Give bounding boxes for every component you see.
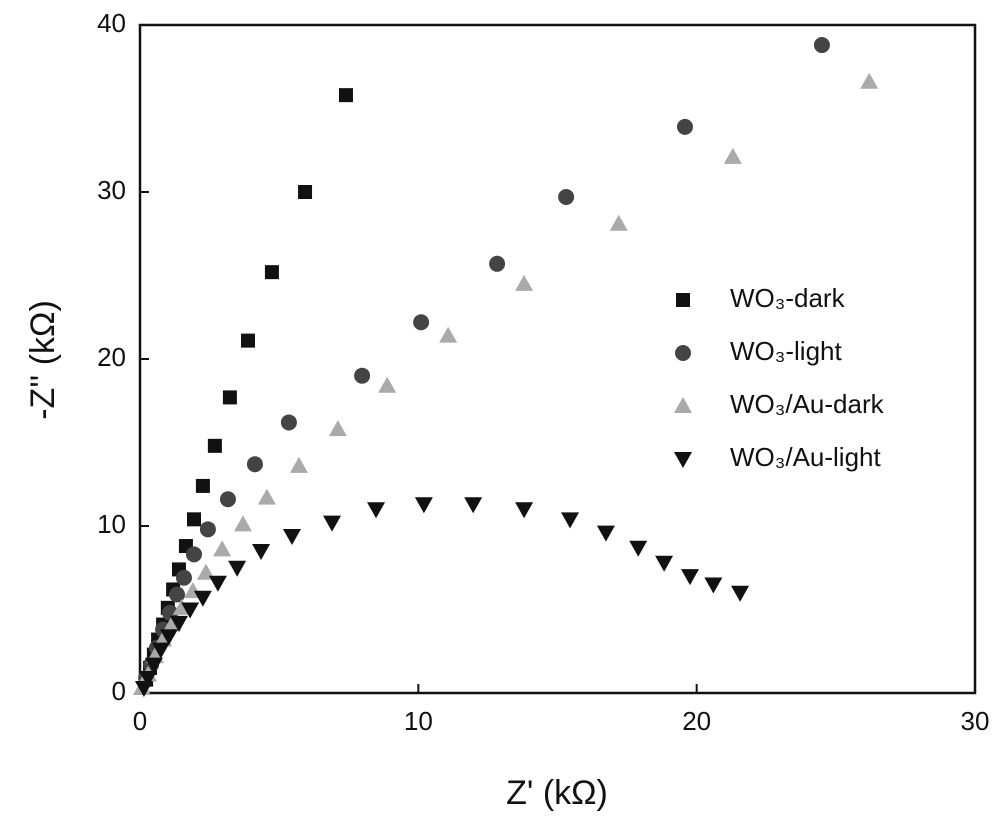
data-point (415, 497, 433, 513)
data-point (439, 327, 457, 343)
data-point (252, 544, 270, 560)
data-point (258, 489, 276, 505)
y-tick-label: 0 (112, 676, 126, 706)
x-tick-label: 30 (961, 706, 990, 736)
data-point (681, 569, 699, 585)
y-tick-label: 20 (97, 342, 126, 372)
legend-marker (676, 293, 690, 307)
data-point (339, 88, 353, 102)
data-point (196, 479, 210, 493)
legend-marker (674, 452, 692, 468)
data-point (629, 541, 647, 557)
data-point (367, 502, 385, 518)
plot-frame (140, 25, 975, 693)
y-axis-title: -Z'' (kΩ) (24, 300, 62, 420)
legend-marker (674, 397, 692, 413)
data-point (413, 314, 429, 330)
data-point (241, 334, 255, 348)
data-point (814, 37, 830, 53)
data-point (223, 390, 237, 404)
data-point (378, 377, 396, 393)
data-point (597, 526, 615, 542)
data-point (228, 561, 246, 577)
legend-label: WO₃-dark (730, 283, 846, 313)
data-point (283, 529, 301, 545)
legend-label: WO₃-light (730, 336, 842, 366)
data-point (724, 148, 742, 164)
data-point (186, 546, 202, 562)
data-point (323, 516, 341, 532)
y-tick-label: 10 (97, 509, 126, 539)
data-point (610, 215, 628, 231)
legend-label: WO₃/Au-light (730, 442, 882, 472)
data-point (265, 265, 279, 279)
data-point (704, 577, 722, 593)
data-point (329, 420, 347, 436)
data-point (515, 502, 533, 518)
data-point (220, 491, 236, 507)
data-point (213, 540, 231, 556)
y-tick-label: 30 (97, 175, 126, 205)
data-point (298, 185, 312, 199)
data-point (234, 515, 252, 531)
data-point (187, 512, 201, 526)
legend-marker (675, 345, 691, 361)
data-point (677, 119, 693, 135)
data-point (176, 570, 192, 586)
data-point (489, 256, 505, 272)
x-tick-label: 20 (682, 706, 711, 736)
y-tick-label: 40 (97, 8, 126, 38)
x-tick-label: 10 (404, 706, 433, 736)
data-point (464, 497, 482, 513)
data-point (209, 576, 227, 592)
legend-label: WO₃/Au-dark (730, 389, 885, 419)
data-point (247, 456, 263, 472)
data-point (169, 586, 185, 602)
x-axis-title: Z' (kΩ) (506, 774, 608, 812)
data-point (561, 512, 579, 528)
data-point (655, 556, 673, 572)
data-point (558, 189, 574, 205)
data-point (200, 521, 216, 537)
data-point (281, 414, 297, 430)
data-point (731, 586, 749, 602)
data-point (354, 368, 370, 384)
data-point (208, 439, 222, 453)
data-point (290, 457, 308, 473)
data-point (515, 275, 533, 291)
x-tick-label: 0 (133, 706, 147, 736)
data-point (860, 73, 878, 89)
